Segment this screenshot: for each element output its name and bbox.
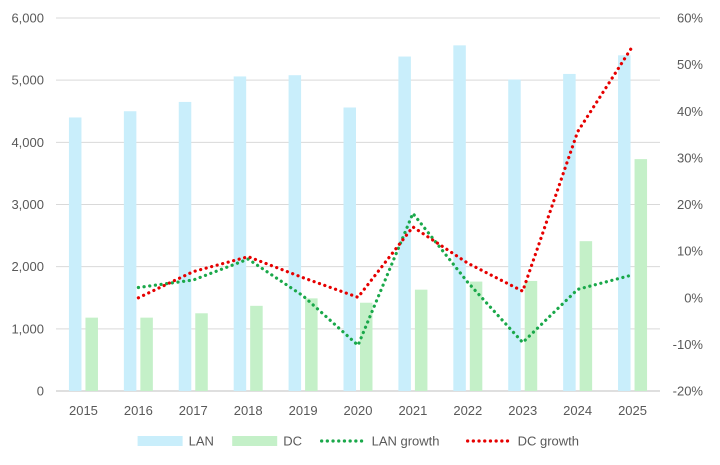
legend-swatch [137, 436, 183, 446]
y-left-tick-label: 0 [37, 384, 44, 399]
x-tick-label: 2024 [563, 403, 592, 418]
y-right-tick-label: 40% [677, 104, 703, 119]
legend-item-dc-growth: DC growth [466, 434, 579, 449]
y-right-tick-label: -20% [673, 384, 704, 399]
bar-lan [453, 45, 466, 391]
x-tick-label: 2018 [234, 403, 263, 418]
x-tick-label: 2022 [453, 403, 482, 418]
y-left-tick-label: 3,000 [11, 197, 44, 212]
y-left-tick-label: 2,000 [11, 259, 44, 274]
legend: LAN DC LAN growth DC growth [137, 434, 579, 449]
y-right-tick-label: 10% [677, 244, 703, 259]
x-tick-label: 2021 [398, 403, 427, 418]
y-left-tick-label: 5,000 [11, 73, 44, 88]
y-left-tick-label: 4,000 [11, 135, 44, 150]
bar-lan [123, 111, 137, 391]
bar-lan [343, 107, 356, 392]
y-right-tick-label: 50% [677, 57, 703, 72]
bar-dc [469, 281, 483, 391]
bar-lan [398, 56, 411, 391]
bar-lan [178, 101, 192, 392]
x-tick-label: 2023 [508, 403, 537, 418]
x-tick-label: 2016 [124, 403, 153, 418]
bar-dc [140, 317, 153, 391]
bar-lan [618, 55, 631, 392]
bar-dc [250, 305, 263, 391]
bar-dc [360, 302, 373, 391]
y-right-tick-label: 0% [684, 290, 703, 305]
legend-label: DC [283, 434, 302, 449]
bar-dc [85, 317, 98, 391]
bar-dc [195, 313, 208, 391]
bars [68, 45, 648, 392]
y-right-tick-label: 30% [677, 150, 703, 165]
x-tick-label: 2025 [618, 403, 647, 418]
bar-dc [524, 280, 538, 391]
bar-lan [288, 75, 302, 392]
legend-swatch [232, 436, 278, 446]
bar-lan [563, 73, 576, 391]
y-left-tick-label: 1,000 [11, 321, 44, 336]
line-lan-growth [136, 211, 635, 347]
gridlines [56, 17, 660, 392]
x-tick-label: 2017 [179, 403, 208, 418]
legend-item-dc: DC [232, 434, 302, 449]
bar-dc [579, 241, 593, 391]
growth-lines [136, 44, 635, 347]
legend-label: LAN [189, 434, 214, 449]
bar-dc [305, 298, 318, 391]
y-right-tick-label: 20% [677, 197, 703, 212]
axes: 0 1,000 2,000 3,000 4,000 5,000 6,000 -20% -10% 0… [11, 11, 703, 419]
bar-lan [68, 117, 82, 391]
bar-dc [634, 159, 648, 391]
bar-lan [508, 79, 521, 392]
bar-dc [414, 289, 428, 391]
legend-item-lan: LAN [137, 434, 214, 449]
y-right-tick-label: 60% [677, 11, 703, 26]
y-left-tick-label: 6,000 [11, 11, 44, 26]
legend-label: DC growth [518, 434, 579, 449]
legend-label: LAN growth [372, 434, 440, 449]
x-tick-label: 2019 [289, 403, 318, 418]
line-dc-growth [136, 44, 635, 300]
x-tick-label: 2020 [344, 403, 373, 418]
legend-item-lan-growth: LAN growth [320, 434, 440, 449]
bar-lan [233, 76, 247, 391]
y-right-tick-label: -10% [673, 337, 704, 352]
x-tick-label: 2015 [69, 403, 98, 418]
